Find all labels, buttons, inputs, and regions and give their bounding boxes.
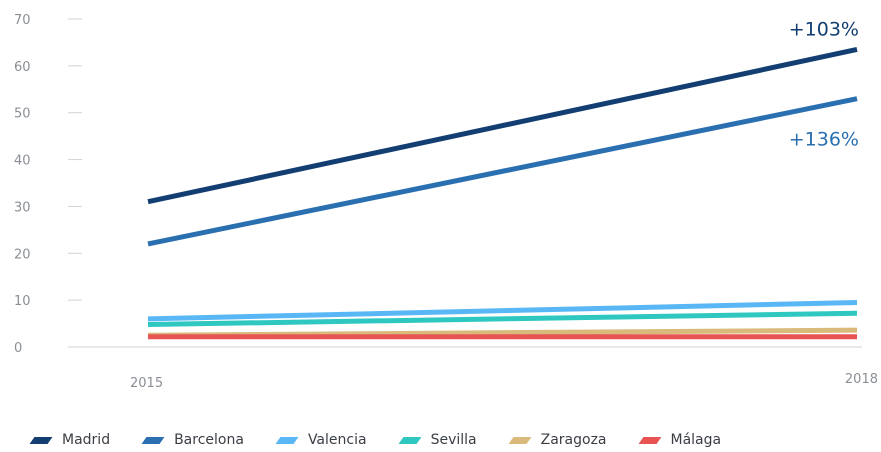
y-tick-label: 70 [14, 13, 31, 28]
y-axis: 0 10 20 30 40 50 60 70 [14, 13, 862, 356]
annotations: +103% +136% [789, 18, 859, 150]
legend-label: Madrid [62, 432, 111, 448]
legend-item-barcelona: Barcelona [140, 432, 244, 448]
legend: Madrid Barcelona Valencia Sevilla Zaragoza Má… [28, 432, 751, 448]
legend-label: Barcelona [174, 432, 244, 448]
x-tick-label: 2015 [130, 376, 163, 391]
series-line-madrid [147, 47, 858, 205]
legend-item-madrid: Madrid [28, 432, 110, 448]
x-tick-label: 2018 [845, 372, 878, 387]
legend-swatch [141, 436, 165, 444]
legend-item-málaga: Málaga [637, 432, 722, 448]
y-tick-label: 40 [14, 154, 31, 169]
legend-label: Málaga [670, 432, 722, 448]
legend-item-sevilla: Sevilla [397, 432, 477, 448]
legend-swatch [398, 436, 422, 444]
legend-swatch [508, 436, 532, 444]
series-lines [147, 47, 858, 340]
legend-label: Sevilla [430, 432, 477, 448]
series-line-sevilla [147, 310, 858, 328]
y-tick-label: 30 [14, 200, 31, 215]
legend-swatch [638, 436, 661, 444]
legend-label: Zaragoza [540, 432, 607, 448]
series-line-valencia [147, 299, 858, 322]
y-tick-label: 0 [14, 341, 22, 356]
annotation-madrid: +103% [789, 18, 859, 40]
annotation-barcelona: +136% [789, 129, 859, 151]
legend-item-zaragoza: Zaragoza [507, 432, 607, 448]
y-tick-label: 60 [14, 60, 31, 75]
y-tick-label: 50 [14, 107, 31, 122]
x-axis: 2015 2018 [130, 372, 878, 391]
y-tick-label: 20 [14, 247, 31, 262]
legend-item-valencia: Valencia [274, 432, 367, 448]
series-line-barcelona [147, 96, 858, 247]
legend-label: Valencia [307, 432, 367, 448]
y-tick-label: 10 [14, 294, 31, 309]
legend-swatch [275, 436, 299, 444]
legend-swatch [29, 436, 53, 444]
